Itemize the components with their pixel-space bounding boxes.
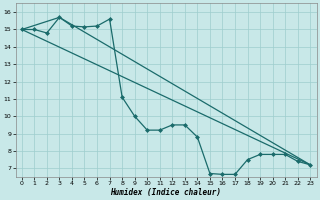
X-axis label: Humidex (Indice chaleur): Humidex (Indice chaleur) bbox=[110, 188, 221, 197]
